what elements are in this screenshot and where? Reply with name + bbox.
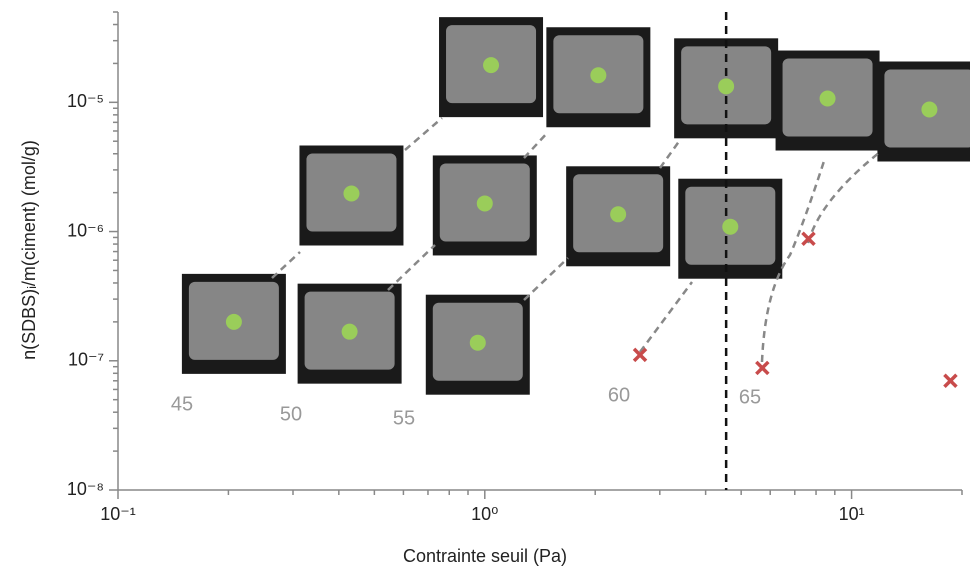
point xyxy=(921,101,938,118)
cross-stroke xyxy=(801,231,816,246)
connector xyxy=(523,257,569,301)
point xyxy=(610,206,627,223)
point xyxy=(343,185,360,202)
connector xyxy=(806,151,881,244)
point xyxy=(718,78,735,95)
annotation: 50 xyxy=(280,403,302,425)
connectors xyxy=(271,117,881,363)
x-tick-label: 10⁰ xyxy=(471,504,498,524)
point xyxy=(225,313,242,330)
y-tick-label: 10⁻⁶ xyxy=(67,220,104,240)
connector xyxy=(523,131,549,159)
cross-stroke xyxy=(943,373,958,389)
y-tick-label: 10⁻⁵ xyxy=(67,91,104,111)
annotation: 45 xyxy=(171,393,193,415)
y-tick-label: 10⁻⁸ xyxy=(67,479,104,499)
point xyxy=(590,67,607,84)
point xyxy=(483,57,500,74)
cross-stroke xyxy=(632,347,648,363)
cross-stroke xyxy=(755,360,770,376)
point xyxy=(819,90,836,107)
cross-point xyxy=(632,347,648,363)
y-axis-title: n(SDBS)ᵢ/m(ciment) (mol/g) xyxy=(19,140,39,360)
decoration xyxy=(181,17,970,395)
connector xyxy=(387,244,436,291)
annotation: 60 xyxy=(608,384,630,406)
annotation: 65 xyxy=(739,386,761,408)
cross-point xyxy=(755,360,770,376)
x-tick-label: 10¹ xyxy=(839,504,865,524)
connector xyxy=(638,281,694,353)
point xyxy=(341,323,358,340)
annotation: 55 xyxy=(393,407,415,429)
point xyxy=(722,218,739,235)
connector xyxy=(658,139,682,169)
cross-point xyxy=(801,231,816,246)
x-tick-label: 10⁻¹ xyxy=(100,504,136,524)
point xyxy=(476,195,493,212)
x-axis-title: Contrainte seuil (Pa) xyxy=(403,546,567,566)
connector xyxy=(404,117,443,151)
connector xyxy=(271,251,301,279)
y-tick-label: 10⁻⁷ xyxy=(68,350,104,370)
connector xyxy=(760,157,827,363)
point xyxy=(469,334,486,351)
cross-point xyxy=(943,373,958,389)
